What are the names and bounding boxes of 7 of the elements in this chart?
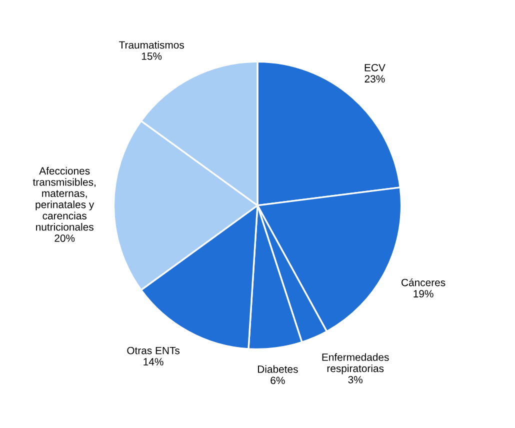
slice-label: Otras ENTs 14% xyxy=(127,346,180,366)
slice-label: Enfermedades respiratorias 3% xyxy=(322,353,389,384)
slice-label: ECV 23% xyxy=(364,64,386,83)
slice-label: Afecciones transmisibles, maternas, perinatales y carencias nutricionales 20% xyxy=(32,166,96,242)
slice-label: Cánceres 19% xyxy=(402,278,446,298)
slice-label: Traumatismos 15% xyxy=(119,41,184,60)
slice-label: Diabetes 6% xyxy=(258,365,298,384)
